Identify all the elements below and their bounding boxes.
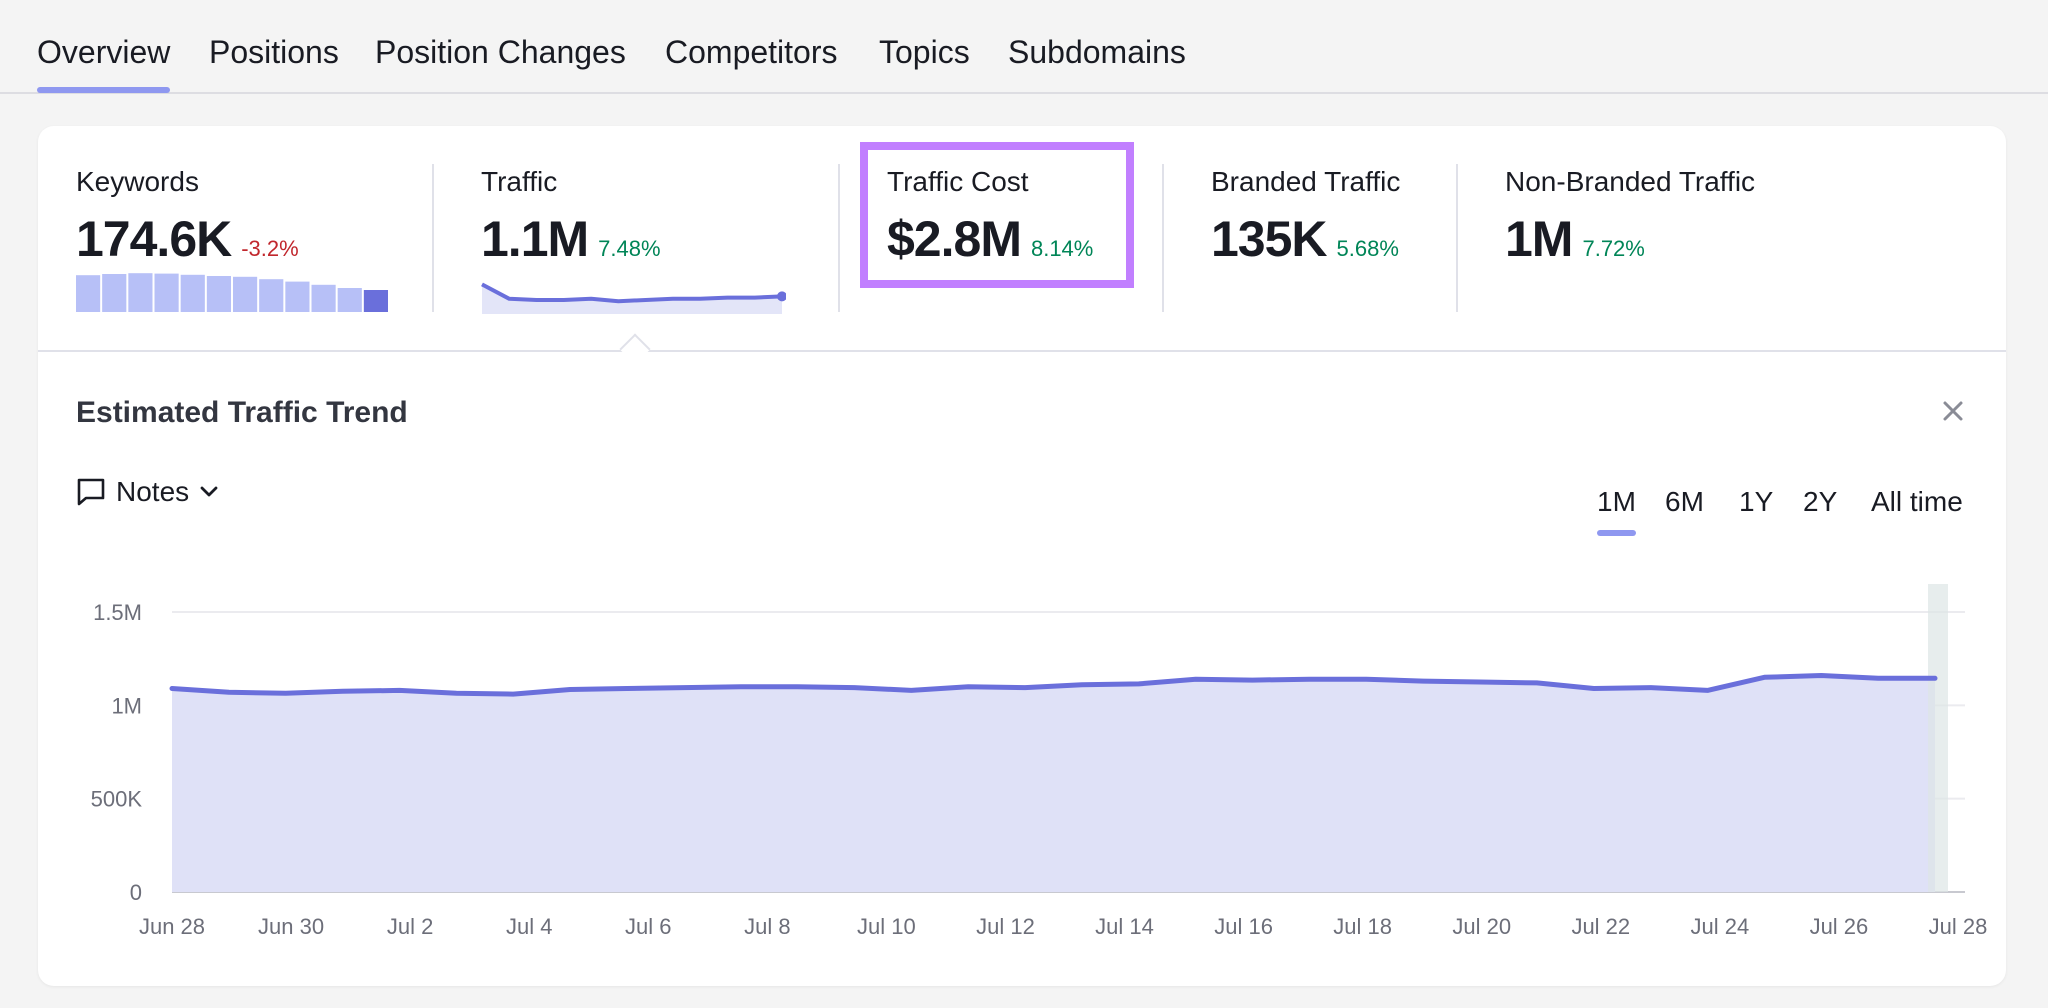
metric-change: 7.72% [1582,236,1645,261]
tab-position-changes[interactable]: Position Changes [375,34,626,70]
range-2y[interactable]: 2Y [1803,486,1838,517]
x-tick-label: Jun 28 [139,914,205,939]
y-tick-label: 1.5M [93,600,142,625]
metric-value: 1.1M [481,211,589,267]
metric-traffic-cost[interactable]: Traffic Cost $2.8M 8.14% [887,166,1093,268]
range-6m[interactable]: 6M [1665,486,1704,517]
metric-label: Branded Traffic [1211,166,1401,197]
x-tick-label: Jul 22 [1571,914,1630,939]
metric-value: 174.6K [76,211,232,267]
x-tick-label: Jul 4 [506,914,552,939]
metric-label: Traffic [481,166,558,197]
metric-divider [1162,164,1164,312]
sparkline-area [482,284,782,314]
trend-line [169,673,1938,697]
x-tick-label: Jul 8 [744,914,790,939]
sparkbar-bar [285,281,310,312]
close-button[interactable] [1938,396,1968,426]
range-1y[interactable]: 1Y [1739,486,1774,517]
x-tick-label: Jul 16 [1214,914,1273,939]
metric-divider [432,164,434,312]
metric-divider [838,164,840,312]
tab-bar: Overview Positions Position Changes Comp… [0,0,2048,94]
sparkbar-bar [76,275,101,312]
x-tick-label: Jul 20 [1452,914,1511,939]
metric-change: 5.68% [1336,236,1399,261]
trend-area [172,675,1935,892]
x-tick-label: Jul 14 [1095,914,1154,939]
sparkbar-bar [206,276,231,312]
notes-label: Notes [116,476,190,507]
metric-keywords[interactable]: Keywords 174.6K -3.2% [76,166,299,268]
range-all-time[interactable]: All time [1871,486,1963,517]
tab-topics[interactable]: Topics [879,34,970,70]
overview-card: Keywords 174.6K -3.2% Traffic 1.1M 7.48%… [38,126,2006,986]
x-tick-label: Jun 30 [258,914,324,939]
sparkbar-bar [128,273,153,312]
metric-value: $2.8M [887,211,1022,267]
metric-non-branded-traffic[interactable]: Non-Branded Traffic 1M 7.72% [1505,166,1755,268]
x-tick-label: Jul 28 [1929,914,1988,939]
range-1m[interactable]: 1M [1597,486,1636,536]
x-tick-label: Jul 2 [387,914,433,939]
notes-dropdown[interactable]: Notes [76,476,219,508]
x-tick-label: Jul 6 [625,914,671,939]
metric-change: 7.48% [598,236,661,261]
sparkbar-bar [337,288,362,312]
metric-change: 8.14% [1030,236,1094,261]
sparkbar-bar [311,284,336,312]
sparkbar-bar [102,274,127,312]
metric-divider [1456,164,1458,312]
tab-overview[interactable]: Overview [37,34,171,93]
tab-subdomains[interactable]: Subdomains [1008,34,1186,70]
metric-value: 1M [1505,211,1573,267]
metric-label: Traffic Cost [887,166,1029,197]
metric-value: 135K [1211,211,1328,267]
x-tick-label: Jul 24 [1691,914,1750,939]
section-divider [38,350,2006,352]
sparkbar-bar [233,276,258,312]
metric-label: Keywords [76,166,199,197]
metric-branded-traffic[interactable]: Branded Traffic 135K 5.68% [1211,166,1400,268]
x-tick-label: Jul 10 [857,914,916,939]
comment-icon [77,478,105,506]
sparkbar-bar [259,279,284,312]
metric-change: -3.2% [241,236,299,261]
current-period-band [1928,584,1948,892]
close-icon [1943,401,1963,421]
sparkbar-bar [363,290,388,312]
sparkbar-bar [180,274,205,312]
y-tick-label: 0 [130,880,142,905]
y-tick-label: 1M [111,693,142,718]
x-tick-label: Jul 26 [1810,914,1869,939]
x-tick-label: Jul 18 [1333,914,1392,939]
metric-traffic[interactable]: Traffic 1.1M 7.48% [481,166,661,268]
traffic-trend-chart: 0 500K 1M 1.5M Jun 28 Jun 30 Jul 2 Jul 4 Jul 6 Ju… [91,584,1988,939]
highlight-box [860,142,1134,288]
sparkbar-bar [154,273,179,312]
tab-positions[interactable]: Positions [209,34,339,70]
y-tick-label: 500K [91,787,143,812]
sparkline-line [481,282,783,304]
sparkline-last-point [777,291,786,302]
tab-competitors[interactable]: Competitors [665,34,838,70]
chevron-down-icon [200,486,218,497]
x-tick-label: Jul 12 [976,914,1035,939]
traffic-sparkline [481,282,786,314]
keywords-sparkbar [76,273,388,312]
trend-title: Estimated Traffic Trend [76,396,408,429]
metric-label: Non-Branded Traffic [1505,166,1756,197]
